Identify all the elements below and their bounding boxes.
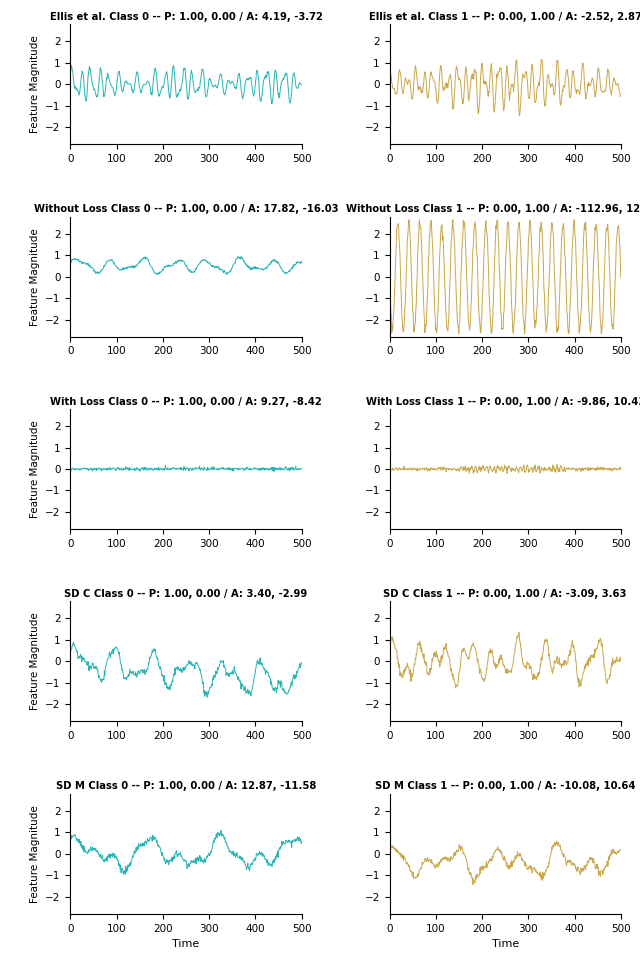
Title: With Loss Class 1 -- P: 0.00, 1.00 / A: -9.86, 10.43: With Loss Class 1 -- P: 0.00, 1.00 / A: …: [365, 396, 640, 407]
Title: Without Loss Class 0 -- P: 1.00, 0.00 / A: 17.82, -16.03: Without Loss Class 0 -- P: 1.00, 0.00 / …: [34, 204, 339, 215]
Title: SD C Class 1 -- P: 0.00, 1.00 / A: -3.09, 3.63: SD C Class 1 -- P: 0.00, 1.00 / A: -3.09…: [383, 589, 627, 600]
Y-axis label: Feature Magnitude: Feature Magnitude: [29, 805, 40, 902]
X-axis label: Time: Time: [172, 939, 200, 949]
Title: With Loss Class 0 -- P: 1.00, 0.00 / A: 9.27, -8.42: With Loss Class 0 -- P: 1.00, 0.00 / A: …: [50, 396, 322, 407]
Title: SD M Class 1 -- P: 0.00, 1.00 / A: -10.08, 10.64: SD M Class 1 -- P: 0.00, 1.00 / A: -10.0…: [375, 781, 636, 791]
Title: Without Loss Class 1 -- P: 0.00, 1.00 / A: -112.96, 123.33: Without Loss Class 1 -- P: 0.00, 1.00 / …: [346, 204, 640, 215]
Title: SD C Class 0 -- P: 1.00, 0.00 / A: 3.40, -2.99: SD C Class 0 -- P: 1.00, 0.00 / A: 3.40,…: [65, 589, 308, 600]
Y-axis label: Feature Magnitude: Feature Magnitude: [29, 420, 40, 518]
Y-axis label: Feature Magnitude: Feature Magnitude: [29, 612, 40, 710]
Title: SD M Class 0 -- P: 1.00, 0.00 / A: 12.87, -11.58: SD M Class 0 -- P: 1.00, 0.00 / A: 12.87…: [56, 781, 316, 791]
Y-axis label: Feature Magnitude: Feature Magnitude: [29, 228, 40, 326]
X-axis label: Time: Time: [492, 939, 519, 949]
Title: Ellis et al. Class 1 -- P: 0.00, 1.00 / A: -2.52, 2.87: Ellis et al. Class 1 -- P: 0.00, 1.00 / …: [369, 12, 640, 22]
Y-axis label: Feature Magnitude: Feature Magnitude: [29, 36, 40, 133]
Title: Ellis et al. Class 0 -- P: 1.00, 0.00 / A: 4.19, -3.72: Ellis et al. Class 0 -- P: 1.00, 0.00 / …: [49, 12, 323, 22]
